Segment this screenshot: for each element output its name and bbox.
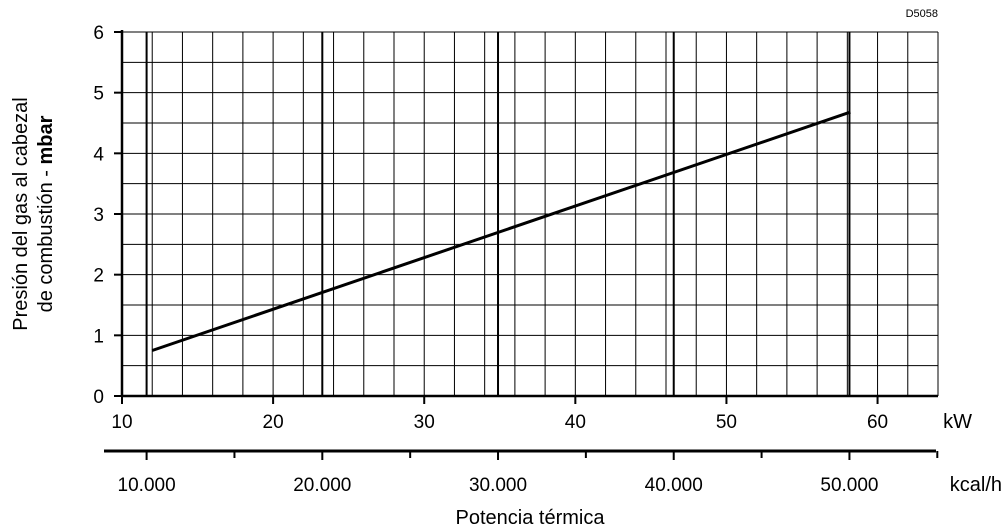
y-tick-label: 3 <box>93 205 104 226</box>
x2-tick-label: 20.000 <box>293 475 351 496</box>
x-axis-kcal: 10.000 20.000 30.000 40.000 50.000 <box>104 449 939 496</box>
y-tick-label: 2 <box>93 266 104 287</box>
y-tick-label: 0 <box>93 387 104 408</box>
figure-code: D5058 <box>906 8 938 20</box>
y-tick-label: 5 <box>93 84 104 105</box>
y-tick-label: 4 <box>93 144 104 165</box>
x2-tick-label: 40.000 <box>645 475 703 496</box>
x2-unit-label: kcal/h <box>950 474 1002 496</box>
plot-frame <box>120 30 938 398</box>
y-axis-title-line2: de combustión - mbar <box>35 115 57 312</box>
x-tick-label: 40 <box>565 412 586 433</box>
x-axis-title: Potencia térmica <box>456 507 606 529</box>
x-tick-label: 20 <box>263 412 284 433</box>
y-tick-label: 1 <box>93 326 104 347</box>
x2-tick-label: 10.000 <box>118 475 176 496</box>
x2-tick-label: 50.000 <box>820 475 878 496</box>
x2-tick-label: 30.000 <box>469 475 527 496</box>
series-layer <box>151 110 851 352</box>
x-unit-label: kW <box>943 411 972 433</box>
y-axis-title-unit: mbar <box>35 115 57 164</box>
x-tick-label: 50 <box>716 412 737 433</box>
pressure-curve <box>151 110 851 352</box>
y-axis: 0 1 2 3 4 5 6 <box>93 23 122 408</box>
y-axis-title: Presión del gas al cabezal de combustión… <box>10 97 57 330</box>
x-tick-label: 10 <box>111 412 132 433</box>
x-tick-label: 60 <box>867 412 888 433</box>
grid <box>121 31 939 397</box>
x-axis-kw: 10 20 30 40 50 60 <box>111 396 888 433</box>
x-tick-label: 30 <box>414 412 435 433</box>
y-tick-label: 6 <box>93 23 104 44</box>
y-axis-title-prefix: de combustión - <box>35 165 57 313</box>
y-axis-title-line1: Presión del gas al cabezal <box>10 97 32 330</box>
